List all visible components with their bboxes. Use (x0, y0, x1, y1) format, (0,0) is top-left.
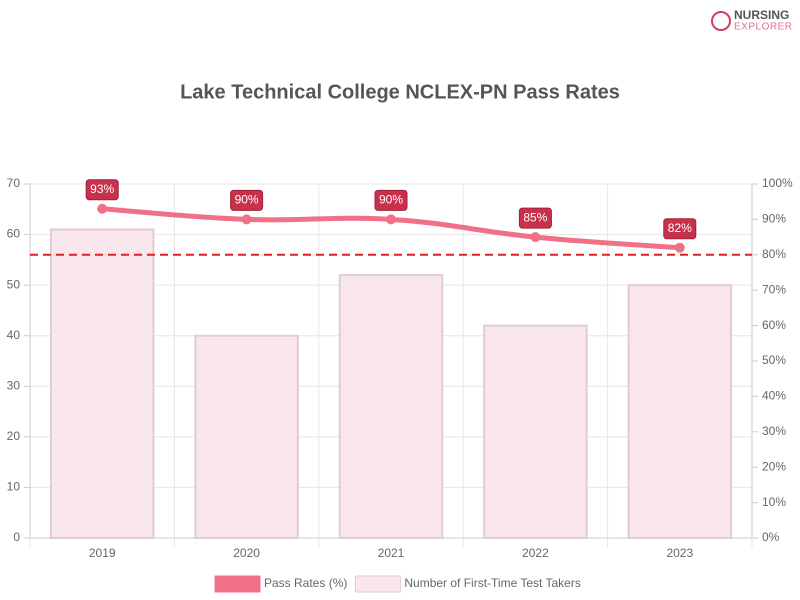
y-tick-label: 10 (7, 480, 21, 494)
legend-swatch (214, 575, 261, 593)
legend-label: Pass Rates (%) (264, 576, 347, 590)
value-label-box (374, 189, 408, 211)
value-label-box (85, 179, 119, 201)
value-label-box (518, 207, 552, 229)
y2-tick-label: 30% (762, 424, 786, 438)
chart-title: Lake Technical College NCLEX-PN Pass Rat… (180, 81, 620, 103)
point (241, 214, 252, 225)
legend-swatch (354, 575, 401, 593)
y2-tick-label: 80% (762, 247, 786, 261)
value-label-box (663, 218, 697, 240)
y2-tick-label: 10% (762, 495, 786, 509)
y-tick-label: 30 (7, 378, 21, 392)
y2-tick-label: 50% (762, 353, 786, 367)
value-label-box (230, 189, 264, 211)
y-tick-label: 40 (7, 328, 21, 342)
bar (49, 228, 155, 539)
y2-tick-label: 40% (762, 389, 786, 403)
bar (338, 274, 444, 539)
value-label: 90% (379, 193, 403, 207)
y-tick-label: 50 (7, 277, 21, 291)
x-tick-label: 2019 (89, 546, 116, 560)
legend-label: Number of First-Time Test Takers (404, 576, 580, 590)
logo-icon (711, 11, 731, 31)
logo-text: EXPLORER (734, 22, 792, 33)
bar (483, 324, 588, 539)
y2-tick-label: 60% (762, 318, 786, 332)
logo-text: NURSING (734, 8, 789, 22)
value-label: 82% (668, 221, 692, 235)
x-tick-label: 2022 (522, 546, 549, 560)
logo: NURSING EXPLORER (711, 8, 792, 33)
bar (194, 334, 299, 540)
point (674, 242, 685, 253)
x-tick-label: 2021 (378, 546, 405, 560)
y-tick-label: 60 (7, 227, 21, 241)
bar (627, 284, 733, 539)
value-label: 90% (235, 193, 259, 207)
value-label: 93% (90, 182, 114, 196)
y2-tick-label: 0% (762, 530, 780, 544)
point (530, 232, 541, 243)
y2-tick-label: 90% (762, 212, 786, 226)
x-tick-label: 2023 (666, 546, 693, 560)
y2-tick-label: 20% (762, 459, 786, 473)
x-tick-label: 2020 (233, 546, 260, 560)
point (97, 203, 108, 214)
value-label: 85% (523, 210, 547, 224)
y2-tick-label: 100% (762, 176, 793, 190)
point (386, 214, 396, 225)
y-tick-label: 70 (7, 176, 21, 190)
y-tick-label: 20 (7, 429, 21, 443)
y-tick-label: 0 (13, 530, 20, 544)
y2-tick-label: 70% (762, 282, 786, 296)
